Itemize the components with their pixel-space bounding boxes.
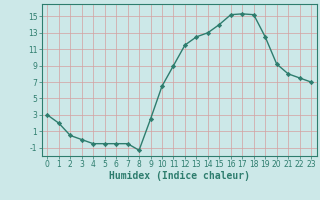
X-axis label: Humidex (Indice chaleur): Humidex (Indice chaleur) xyxy=(109,171,250,181)
